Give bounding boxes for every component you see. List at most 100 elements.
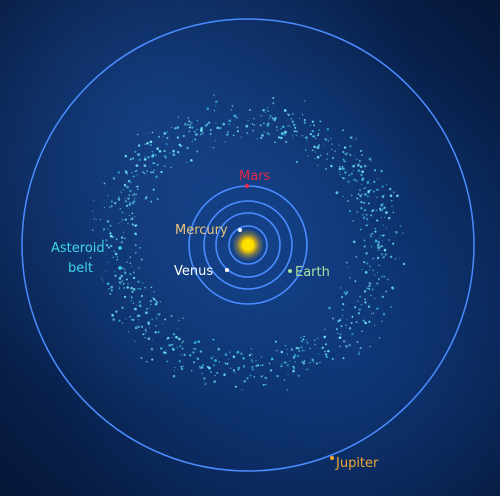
asteroid-particle [338, 319, 341, 322]
asteroid-particle [317, 144, 321, 147]
asteroid-belt-label-line2: belt [68, 261, 93, 276]
asteroid-particle [147, 133, 149, 135]
asteroid-particle [242, 357, 245, 360]
asteroid-particle [389, 255, 393, 258]
asteroid-particle [145, 195, 148, 198]
asteroid-particle [381, 210, 383, 212]
asteroid-particle [363, 290, 367, 293]
asteroid-particle [126, 261, 128, 264]
asteroid-particle [303, 335, 305, 338]
asteroid-particle [125, 204, 129, 207]
asteroid-particle [131, 171, 133, 174]
asteroid-particle [103, 230, 105, 232]
asteroid-particle [357, 353, 360, 355]
asteroid-particle [129, 295, 131, 297]
asteroid-particle [347, 266, 349, 268]
asteroid-particle [151, 161, 155, 165]
asteroid-particle [323, 335, 327, 339]
asteroid-particle [261, 134, 264, 137]
asteroid-particle [208, 366, 211, 370]
asteroid-particle [145, 311, 148, 315]
asteroid-particle [137, 280, 140, 283]
asteroid-particle [131, 265, 133, 267]
asteroid-particle [253, 123, 256, 126]
asteroid-particle [346, 318, 348, 320]
asteroid-particle [342, 151, 345, 153]
asteroid-particle [376, 282, 379, 285]
asteroid-particle [372, 269, 375, 272]
asteroid-particle [144, 286, 147, 289]
asteroid-particle [326, 127, 330, 131]
asteroid-particle [213, 94, 215, 96]
asteroid-particle [270, 357, 274, 361]
asteroid-particle [210, 357, 213, 360]
asteroid-particle [156, 198, 159, 201]
asteroid-particle [121, 267, 124, 270]
asteroid-particle [149, 143, 152, 147]
asteroid-particle [371, 288, 374, 291]
asteroid-particle [108, 288, 110, 290]
asteroid-particle [358, 351, 360, 353]
asteroid-particle [309, 347, 312, 350]
asteroid-particle [345, 261, 348, 264]
asteroid-particle [342, 177, 345, 180]
asteroid-particle [229, 351, 231, 353]
asteroid-particle [341, 308, 344, 311]
asteroid-particle [112, 256, 115, 259]
asteroid-particle [213, 364, 215, 366]
asteroid-particle [172, 374, 176, 378]
asteroid-particle [178, 337, 181, 341]
asteroid-particle [361, 154, 363, 156]
asteroid-particle [327, 140, 329, 142]
asteroid-particle [240, 136, 243, 138]
asteroid-particle [293, 354, 297, 357]
asteroid-particle [144, 156, 146, 158]
asteroid-particle [379, 207, 382, 210]
asteroid-particle [189, 123, 192, 126]
asteroid-particle [206, 107, 209, 110]
asteroid-particle [312, 149, 314, 151]
asteroid-particle [126, 185, 129, 189]
asteroid-particle [356, 341, 359, 344]
asteroid-particle [383, 206, 386, 209]
asteroid-particle [364, 187, 367, 189]
asteroid-particle [170, 314, 173, 317]
asteroid-particle [92, 229, 94, 231]
asteroid-particle [126, 173, 128, 175]
asteroid-particle [368, 284, 371, 288]
asteroid-particle [237, 368, 240, 371]
asteroid-particle [341, 129, 344, 132]
asteroid-particle [145, 330, 147, 333]
asteroid-particle [376, 307, 379, 311]
asteroid-particle [193, 130, 196, 133]
asteroid-particle [295, 346, 299, 350]
earth-orbit [203, 200, 293, 290]
asteroid-particle [359, 228, 362, 231]
asteroid-particle [382, 256, 385, 259]
asteroid-particle [123, 231, 125, 233]
asteroid-particle [335, 191, 339, 195]
asteroid-particle [338, 144, 340, 146]
asteroid-particle [163, 132, 167, 135]
asteroid-particle [327, 349, 330, 353]
asteroid-particle [250, 348, 253, 350]
asteroid-particle [202, 364, 205, 366]
asteroid-particle [241, 389, 243, 391]
asteroid-particle [105, 270, 107, 272]
asteroid-particle [187, 116, 190, 119]
asteroid-particle [103, 182, 106, 185]
asteroid-particle [247, 120, 249, 122]
asteroid-particle [123, 184, 127, 187]
asteroid-particle [166, 349, 168, 351]
asteroid-particle [324, 350, 326, 353]
asteroid-particle [355, 138, 357, 140]
asteroid-particle [341, 167, 345, 171]
asteroid-particle [131, 318, 134, 321]
asteroid-particle [364, 271, 368, 274]
asteroid-particle [289, 360, 291, 362]
jupiter-orbit [21, 18, 475, 472]
asteroid-particle [291, 112, 294, 116]
asteroid-particle [307, 155, 310, 157]
asteroid-particle [130, 286, 133, 290]
asteroid-particle [106, 220, 110, 223]
